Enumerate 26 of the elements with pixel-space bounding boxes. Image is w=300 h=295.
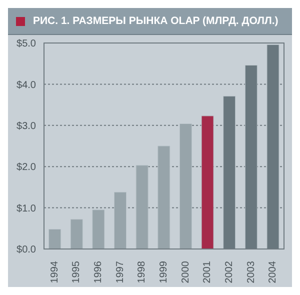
x-tick-label: 1998: [136, 260, 148, 284]
chart-title: РИС. 1. РАЗМЕРЫ РЫНКА OLAP (МЛРД. ДОЛЛ.): [33, 15, 278, 27]
bar: [179, 124, 192, 249]
x-tick-label: 2002: [224, 260, 235, 284]
y-tick-label: $3.0: [16, 120, 36, 132]
bar: [114, 192, 127, 249]
x-tick-label: 2003: [246, 260, 257, 284]
bar: [158, 146, 170, 249]
bar: [136, 165, 148, 249]
x-tick-label: 1995: [71, 260, 82, 284]
bar: [201, 116, 214, 249]
x-tick-label: 1999: [158, 260, 170, 284]
bar: [92, 210, 105, 249]
x-tick-label: 2000: [180, 260, 192, 284]
bar: [70, 219, 83, 249]
y-tick-label: $1.0: [16, 203, 36, 214]
y-tick-label: $5.0: [16, 38, 36, 50]
x-tick-label: 2004: [268, 260, 279, 284]
y-tick-label: $2.0: [16, 162, 36, 174]
bar: [48, 228, 62, 249]
y-tick-label: $4.0: [16, 80, 36, 91]
y-tick-label: $0.0: [16, 244, 36, 256]
x-tick-label: 1996: [93, 260, 104, 284]
x-tick-label: 2001: [202, 260, 214, 284]
x-tick-label: 1997: [114, 260, 126, 284]
x-tick-label: 1994: [49, 260, 60, 284]
